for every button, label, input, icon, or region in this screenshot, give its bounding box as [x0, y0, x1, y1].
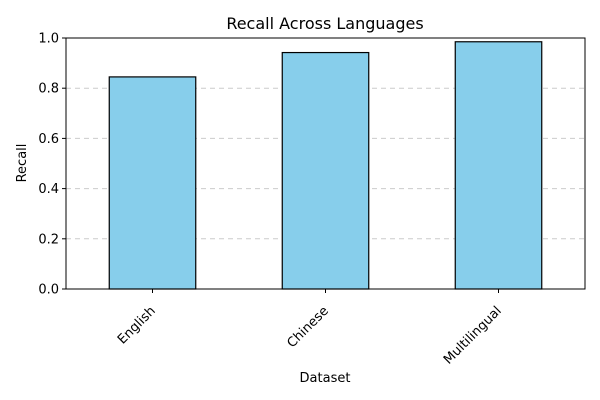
bar-chinese: [281, 51, 370, 290]
chart-title: Recall Across Languages: [226, 14, 423, 33]
bar-english: [108, 76, 197, 290]
y-tick-label: 0.6: [38, 132, 59, 147]
y-tick-label: 1.0: [38, 32, 59, 47]
bar-multilingual: [454, 41, 543, 290]
y-tick-label: 0.0: [38, 283, 59, 298]
x-tick-label: Multilingual: [441, 304, 505, 368]
y-axis-label: Recall: [15, 144, 30, 183]
x-axis-label: Dataset: [300, 371, 351, 386]
ticks-layer: 0.0 0.2 0.4 0.6 0.8 1.0 English Chinese Multilin…: [38, 32, 504, 368]
y-tick-label: 0.2: [38, 232, 59, 247]
y-tick-label: 0.8: [38, 82, 59, 97]
x-tick-label: Chinese: [284, 304, 331, 351]
y-tick-label: 0.4: [38, 182, 59, 197]
x-tick-label: English: [115, 304, 159, 348]
bars-layer: [108, 41, 543, 290]
